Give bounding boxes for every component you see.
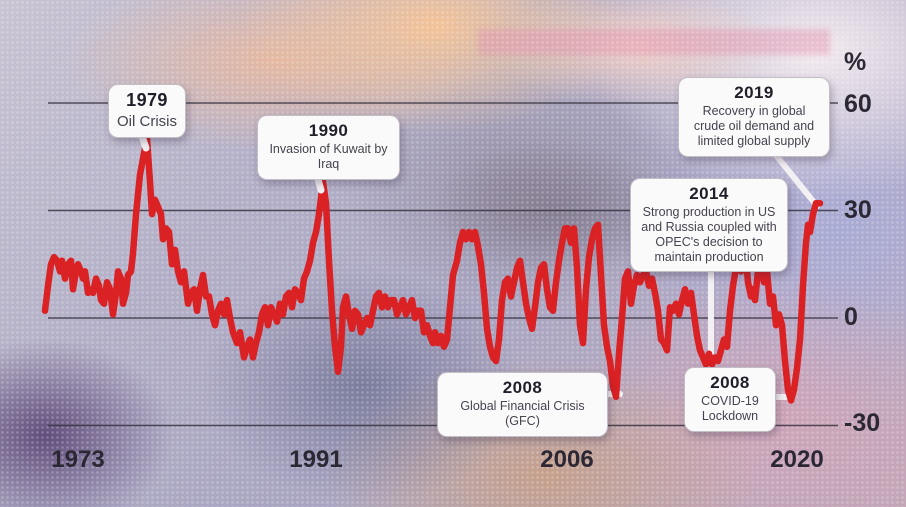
x-axis-tick-2006: 2006 [540, 446, 594, 473]
annotation-1979-oil-crisis: 1979 Oil Crisis [108, 84, 186, 139]
annotation-1990-kuwait-invasion: 1990 Invasion of Kuwait by Iraq [257, 115, 400, 180]
x-axis-tick-1973: 1973 [51, 446, 105, 473]
x-axis-tick-1991: 1991 [289, 446, 343, 473]
annotation-2014-opec-production: 2014 Strong production in US and Russia … [630, 178, 788, 273]
annotation-text: Strong production in US and Russia coupl… [641, 205, 777, 264]
y-axis-tick-30: 30 [844, 196, 872, 224]
annotation-covid-lockdown: 2008 COVID-19 Lockdown [684, 367, 776, 432]
annotation-year: 2019 [734, 83, 774, 102]
annotation-year: 1979 [126, 90, 168, 110]
annotation-2008-gfc: 2008 Global Financial Crisis (GFC) [437, 372, 608, 437]
annotation-text: Invasion of Kuwait by Iraq [269, 142, 388, 171]
annotation-year: 2014 [689, 184, 729, 203]
y-axis-tick-0: 0 [844, 303, 858, 331]
annotation-text: Global Financial Crisis (GFC) [460, 399, 585, 428]
annotation-year: 2008 [502, 378, 543, 397]
annotation-2019-recovery: 2019 Recovery in global crude oil demand… [678, 77, 830, 157]
y-axis-tick-neg30: -30 [844, 409, 881, 437]
annotation-text: Recovery in global crude oil demand and … [693, 104, 815, 148]
y-axis-unit-label: % [844, 48, 867, 76]
annotation-year: 2008 [710, 373, 750, 392]
annotation-text: COVID-19 Lockdown [701, 394, 759, 423]
annotation-text: Oil Crisis [117, 112, 177, 130]
x-axis-tick-2020: 2020 [770, 446, 824, 473]
y-axis-tick-60: 60 [844, 90, 872, 118]
price-line [41, 135, 824, 404]
annotation-year: 1990 [308, 121, 349, 140]
